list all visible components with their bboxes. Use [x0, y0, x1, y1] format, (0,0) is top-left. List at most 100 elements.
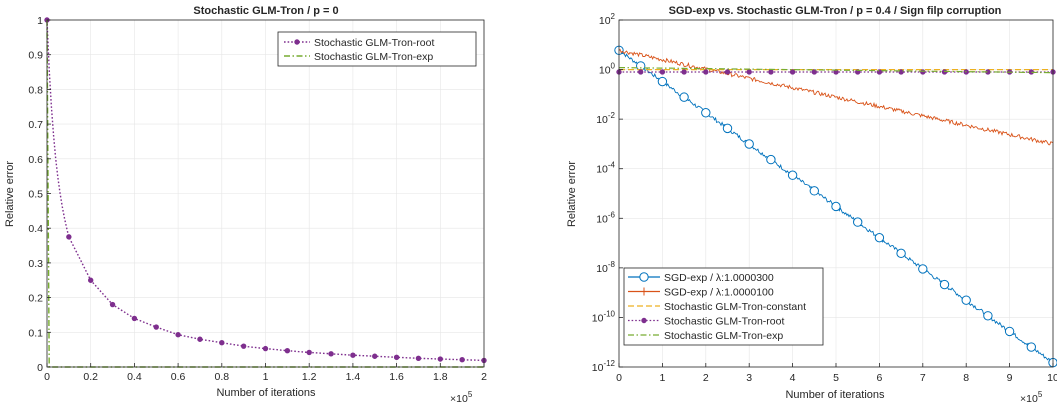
chart-left-ytick-label: 0.3 [28, 258, 43, 270]
chart-right: SGD-exp vs. Stochastic GLM-Tron / p = 0.… [566, 5, 1057, 405]
chart-left: Stochastic GLM-Tron / p = 0 0 0.2 0.4 0.6 0.… [4, 5, 487, 405]
chart-left-data-point [219, 340, 225, 346]
chart-right-data-point [789, 69, 796, 75]
chart-right-xtick-label: 9 [1007, 372, 1013, 384]
chart-right-data-point [701, 108, 711, 118]
chart-left-data-point [328, 351, 334, 357]
chart-right-data-point [1004, 326, 1015, 337]
chart-left-data-point [66, 234, 72, 240]
chart-left-xtick-label: 0.2 [83, 371, 98, 383]
chart-right-data-point [659, 69, 666, 75]
chart-left-legend-marker [294, 39, 300, 45]
chart-right-data-point [831, 201, 841, 212]
chart-right-legend-label: Stochastic GLM-Tron-constant [664, 301, 806, 313]
chart-right-data-point [722, 123, 733, 134]
chart-left-ytick-label: 0.7 [28, 119, 43, 131]
chart-left-data-point [262, 345, 269, 352]
chart-left-legend-box [277, 31, 477, 67]
chart-right-ytick-label: 10-12 [592, 359, 616, 374]
chart-right-xtick-label: 8 [963, 372, 969, 384]
chart-left-grid [46, 19, 485, 368]
chart-right-ytick-label: 102 [599, 12, 616, 27]
chart-right-x-exponent-base: ×10 [1020, 393, 1038, 405]
chart-right-data-point [983, 311, 993, 321]
chart-right-data-point [636, 61, 646, 71]
chart-left-data-point [175, 332, 181, 338]
chart-left-xlabel: Number of iterations [216, 387, 316, 399]
chart-left-xtick-label: 1.6 [389, 371, 404, 383]
chart-left-data-point [131, 315, 138, 322]
chart-left-data-point [350, 352, 356, 358]
chart-left-data-point [284, 347, 291, 354]
chart-right-ytick-label: 10-4 [596, 161, 615, 176]
chart-left-data-point [88, 277, 94, 283]
chart-left-data-point [459, 357, 465, 363]
chart-right-data-point [703, 69, 709, 75]
chart-left-x-exponent: ×105 [450, 390, 473, 405]
chart-right-data-point [768, 69, 774, 75]
chart-right-data-point [918, 264, 928, 274]
chart-left-data-point [109, 301, 116, 308]
chart-right-data-point [681, 69, 687, 75]
chart-left-xticks: 0 0.2 0.4 0.6 0.8 1 1.2 1.4 1.6 1.8 2 [44, 363, 487, 383]
chart-right-xtick-label: 0 [616, 372, 622, 384]
chart-left-data-point [153, 324, 159, 330]
chart-left-data-point [306, 349, 312, 356]
chart-right-legend-marker [639, 272, 649, 282]
chart-right-x-exponent-power: 5 [1038, 390, 1043, 399]
chart-right-xtick-label: 10 [1047, 372, 1057, 384]
chart-left-data-point [437, 356, 443, 362]
chart-left-xtick-label: 1.4 [346, 371, 361, 383]
chart-right-data-point [811, 69, 817, 75]
chart-left-data-point [240, 343, 247, 349]
chart-right-ytick-label: 10-2 [596, 111, 615, 126]
chart-right-data-point [874, 232, 885, 243]
chart-left-ytick-label: 1 [37, 15, 43, 27]
chart-left-legend: Stochastic GLM-Tron-root Stochastic GLM-T… [277, 31, 477, 67]
chart-left-x-exponent-base: ×10 [450, 393, 468, 405]
chart-left-yticks: 0 0.1 0.2 0.3 0.4 0.5 0.6 0.7 0.8 0.9 1 [28, 15, 51, 374]
chart-right-data-point [744, 139, 754, 149]
chart-left-ytick-label: 0.5 [28, 189, 43, 201]
chart-right-yticks: 10-12 10-10 10-8 10-6 10-4 10-2 100 102 [592, 12, 623, 374]
chart-right-data-point [939, 279, 950, 290]
chart-right-xtick-label: 4 [790, 372, 796, 384]
chart-left-xtick-label: 1.2 [302, 371, 317, 383]
chart-right-xtick-label: 2 [703, 372, 709, 384]
chart-left-ylabel: Relative error [4, 161, 16, 227]
chart-right-data-point [853, 217, 863, 227]
chart-right-xtick-label: 7 [920, 372, 926, 384]
chart-left-xtick-label: 0.8 [214, 371, 229, 383]
chart-right-series-line [618, 67, 1054, 74]
chart-right-xtick-label: 3 [746, 372, 752, 384]
chart-left-x-exponent-power: 5 [468, 390, 473, 399]
chart-right-ytick-label: 10-8 [596, 260, 615, 275]
chart-left-legend-label: Stochastic GLM-Tron-root [314, 37, 434, 49]
chart-left-xtick-label: 0 [44, 371, 50, 383]
chart-left-ytick-label: 0.6 [28, 154, 43, 166]
chart-left-title: Stochastic GLM-Tron / p = 0 [193, 5, 338, 17]
chart-left-xtick-label: 0.6 [171, 371, 186, 383]
chart-right-xtick-label: 6 [876, 372, 882, 384]
chart-left-data-point [393, 354, 400, 360]
chart-right-data-point [1026, 342, 1037, 352]
chart-right-legend-label: SGD-exp / λ:1.0000300 [664, 272, 774, 284]
chart-left-xtick-label: 2 [481, 371, 487, 383]
chart-right-legend: SGD-exp / λ:1.0000300 SGD-exp / λ:1.00001… [623, 267, 824, 346]
chart-right-series-line [618, 48, 1054, 146]
chart-right-data-point [898, 69, 904, 75]
chart-right-xlabel: Number of iterations [785, 389, 885, 401]
chart-right-data-point [896, 248, 906, 259]
chart-left-ytick-label: 0.8 [28, 84, 43, 96]
chart-left-xtick-label: 1 [263, 371, 269, 383]
chart-right-ytick-label: 100 [599, 62, 616, 77]
chart-left-xtick-label: 1.8 [433, 371, 448, 383]
chart-right-ytick-label: 10-6 [596, 210, 615, 225]
chart-left-data-point [372, 353, 378, 359]
chart-right-ylabel: Relative error [566, 161, 578, 227]
chart-right-data-point [657, 76, 668, 87]
chart-right-data-point [638, 69, 644, 75]
chart-left-xtick-label: 0.4 [127, 371, 142, 383]
chart-right-legend-marker [640, 287, 648, 296]
